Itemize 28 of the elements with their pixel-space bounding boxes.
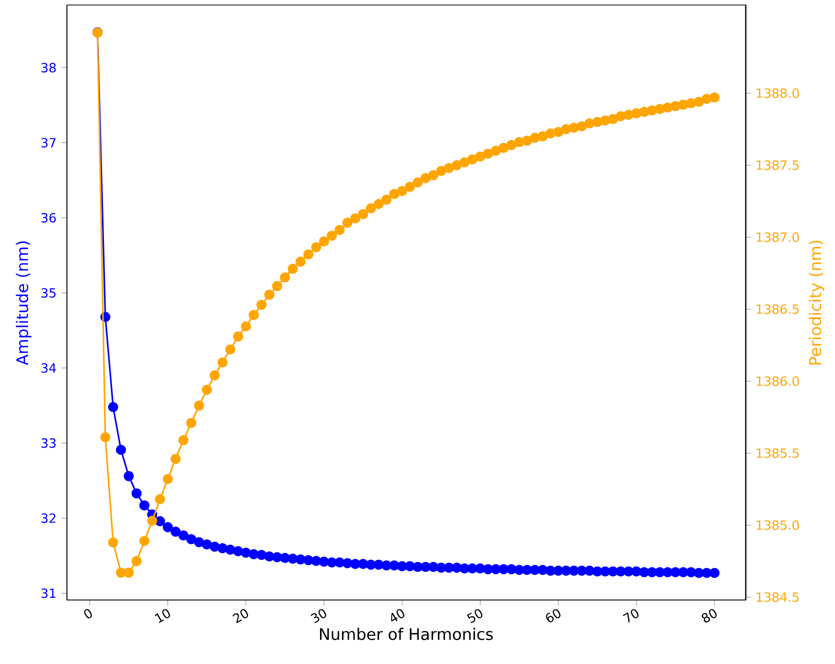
y-tick-label: 35 — [41, 288, 56, 298]
y2-tick-label: 1388.0 — [756, 88, 799, 98]
x-tick-label: 70 — [622, 609, 639, 623]
y2-axis-title: Periodicity (nm) — [808, 240, 824, 364]
x-tick-label: 20 — [232, 609, 248, 624]
x-tick-label: 10 — [154, 609, 170, 623]
x-tick-label: 80 — [702, 609, 717, 622]
y-tick-label: 31 — [41, 588, 56, 598]
y2-tick-label: 1386.0 — [756, 376, 799, 386]
y2-tick-label: 1387.5 — [756, 160, 799, 170]
x-tick-label: 0 — [84, 609, 92, 618]
y2-tick-label: 1384.5 — [756, 592, 799, 602]
y2-tick-label: 1387.0 — [756, 232, 799, 242]
y-tick-label: 34 — [41, 363, 56, 373]
x-tick-label: 40 — [391, 609, 404, 622]
y2-tick-label: 1385.5 — [756, 448, 799, 458]
x-tick-label: 50 — [466, 609, 482, 624]
x-tick-label: 60 — [546, 609, 560, 622]
y-axis-title: Amplitude (nm) — [16, 241, 32, 366]
y-tick-label: 38 — [41, 62, 56, 72]
y2-tick-label: 1386.5 — [756, 304, 799, 314]
y-tick-label: 36 — [41, 213, 56, 223]
x-tick-label: 30 — [310, 609, 326, 624]
y-tick-label: 37 — [41, 138, 56, 148]
y2-tick-label: 1385.0 — [756, 520, 799, 530]
y-tick-label: 32 — [41, 513, 56, 523]
x-axis-title: Number of Harmonics — [320, 628, 493, 640]
y-tick-label: 33 — [41, 438, 56, 448]
